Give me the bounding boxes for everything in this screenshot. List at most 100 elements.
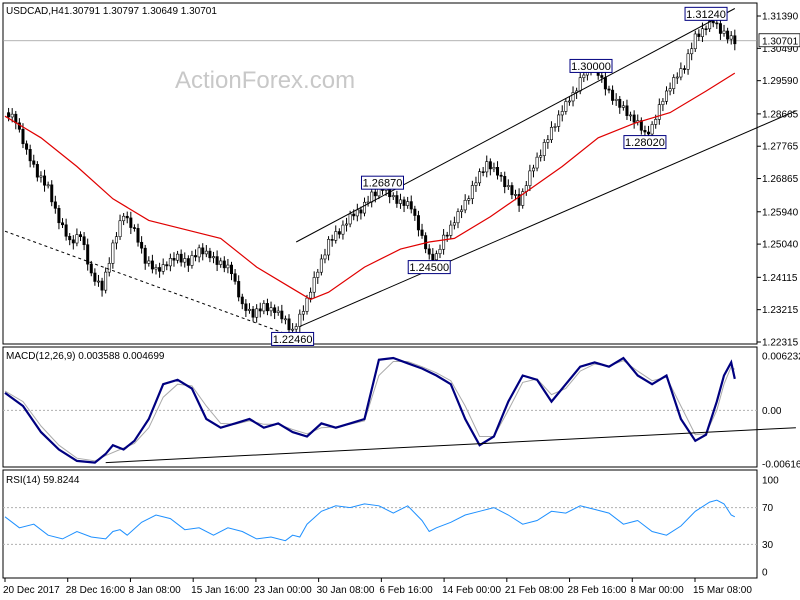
candle-body	[132, 227, 136, 229]
macd-y-tick-label: 0.006232	[762, 352, 800, 363]
candle-body	[549, 127, 553, 141]
candle-body	[39, 175, 43, 178]
x-tick-label: 8 Mar 00:00	[630, 585, 684, 596]
macd-support-line	[105, 427, 796, 464]
candle-body	[298, 313, 302, 327]
candle-body	[348, 213, 352, 225]
price-annotation-box	[623, 135, 667, 150]
candle-body	[499, 174, 503, 177]
candle-body	[391, 195, 395, 198]
candle-body	[442, 234, 446, 250]
candle-body	[506, 185, 510, 188]
candle-body	[43, 175, 47, 186]
candle-body	[517, 194, 521, 206]
candle-body	[467, 198, 471, 201]
candle-body	[57, 208, 61, 224]
candle-body	[618, 98, 622, 108]
candle-body	[708, 20, 712, 30]
candle-body	[578, 77, 582, 92]
x-tick-label: 21 Feb 08:00	[505, 585, 564, 596]
rsi-panel-frame	[2, 469, 758, 579]
candle-body	[78, 234, 82, 238]
candle-body	[172, 258, 176, 261]
candle-body	[190, 255, 194, 266]
candle-body	[503, 176, 507, 188]
candle-body	[603, 77, 607, 90]
price-y-tick-label: 1.28665	[762, 109, 799, 120]
candle-body	[330, 239, 334, 241]
candle-body	[226, 264, 230, 269]
rsi-y-tick-label: 0	[762, 568, 768, 579]
candle-body	[158, 267, 162, 272]
candle-body	[693, 33, 697, 50]
candle-body	[154, 267, 158, 270]
candle-body	[535, 156, 539, 169]
candle-body	[150, 260, 154, 270]
candle-body	[143, 247, 147, 264]
candle-body	[183, 258, 187, 263]
candle-body	[679, 68, 683, 78]
rsi-header: RSI(14) 59.8244	[6, 475, 80, 486]
candle-body	[373, 191, 377, 197]
price-y-tick-label: 1.30490	[762, 44, 799, 55]
candle-body	[697, 33, 701, 37]
candle-body	[50, 184, 54, 203]
price-annotation-box	[407, 260, 451, 275]
candle-body	[168, 258, 172, 267]
candle-body	[255, 308, 259, 318]
candle-body	[204, 250, 208, 255]
price-y-tick-label: 1.25040	[762, 240, 799, 251]
candle-body	[107, 263, 111, 273]
macd-plot	[3, 356, 796, 464]
candle-body	[111, 242, 115, 264]
candle-body	[600, 75, 604, 78]
macd-panel-frame	[2, 346, 758, 468]
falling-trend-line	[4, 230, 300, 340]
current-price-tag	[758, 33, 800, 48]
candle-body	[197, 247, 201, 258]
rsi-y-tick-label: 100	[762, 476, 779, 487]
candle-body	[276, 310, 280, 313]
candle-body	[337, 231, 341, 235]
candle-body	[726, 30, 730, 40]
candle-body	[434, 253, 438, 261]
candle-body	[438, 248, 442, 255]
price-annotation-label: 1.24500	[409, 262, 449, 274]
price-y-tick-label: 1.27765	[762, 142, 799, 153]
x-tick-label: 6 Feb 16:00	[379, 585, 433, 596]
rsi-line	[4, 499, 736, 542]
candle-body	[514, 194, 518, 196]
candle-body	[269, 307, 273, 312]
candle-body	[366, 201, 370, 204]
candle-body	[345, 223, 349, 226]
macd-header: MACD(12,26,9) 0.003588 0.004699	[6, 351, 165, 362]
candle-body	[463, 199, 467, 211]
candle-body	[449, 224, 453, 236]
candle-body	[700, 28, 704, 37]
candle-body	[672, 77, 676, 89]
candle-body	[402, 199, 406, 206]
price-annotation-box	[360, 175, 404, 190]
candle-body	[431, 253, 435, 261]
x-tick-label: 23 Jan 00:00	[254, 585, 312, 596]
candle-body	[75, 234, 79, 244]
candle-body	[46, 184, 50, 187]
candle-body	[413, 208, 417, 216]
candle-body	[521, 191, 525, 206]
candle-body	[470, 185, 474, 200]
candle-body	[510, 185, 514, 196]
candle-body	[194, 255, 198, 258]
candle-body	[481, 171, 485, 173]
candle-body	[262, 303, 266, 312]
candle-body	[377, 188, 381, 197]
candle-body	[287, 318, 291, 331]
candle-body	[327, 239, 331, 256]
candle-body	[722, 30, 726, 34]
macd-line	[4, 356, 736, 464]
candle-body	[614, 98, 618, 101]
candle-body	[643, 130, 647, 133]
watermark: ActionForex.com	[175, 67, 355, 94]
candle-body	[283, 318, 287, 321]
candle-body	[686, 53, 690, 70]
